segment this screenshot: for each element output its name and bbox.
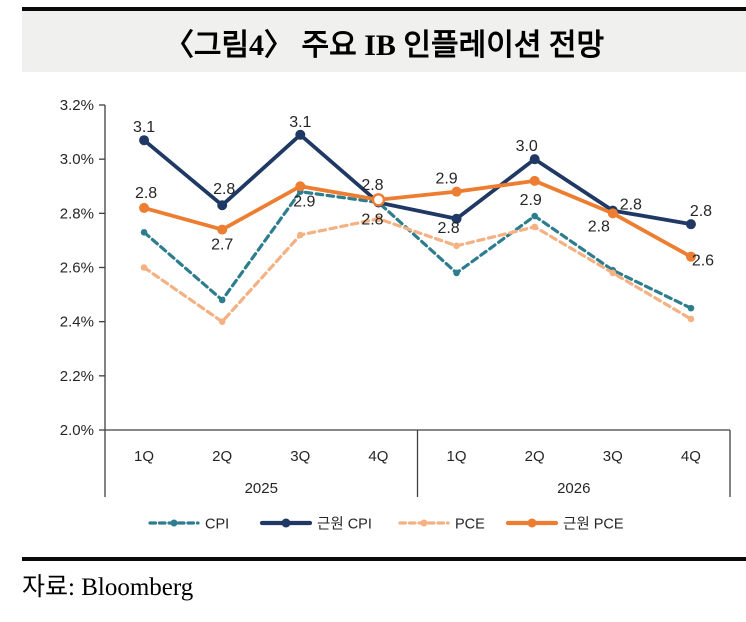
series-marker-PCE bbox=[218, 318, 226, 325]
legend-marker-근원 PCE bbox=[527, 518, 537, 528]
series-marker-근원 CPI bbox=[295, 129, 306, 140]
y-tick-label: 3.2% bbox=[60, 97, 94, 114]
data-label-근원 PCE: 2.9 bbox=[435, 171, 457, 188]
figure-title: 〈그림4〉 주요 IB 인플레이션 전망 bbox=[163, 28, 605, 62]
series-marker-근원 PCE bbox=[451, 186, 462, 197]
series-marker-근원 PCE bbox=[607, 208, 618, 219]
x-tick-label: 1Q bbox=[134, 448, 154, 465]
y-tick-label: 3.0% bbox=[60, 151, 94, 168]
inflation-forecast-chart: 3.2% 3.0% 2.8% 2.6% 2.4% 2.2% 2.0% 1Q 2Q 3Q 4Q 1Q 2Q… bbox=[60, 97, 731, 533]
series-marker-근원 PCE bbox=[295, 181, 306, 192]
series-marker-근원 CPI bbox=[451, 213, 462, 224]
data-label-근원 PCE: 2.8 bbox=[588, 218, 610, 235]
source-divider-rule bbox=[22, 557, 746, 561]
y-tick-label: 2.2% bbox=[60, 368, 94, 385]
y-tick-label: 2.4% bbox=[60, 314, 94, 331]
data-label-근원 PCE: 2.9 bbox=[520, 192, 542, 209]
series-marker-PCE bbox=[140, 264, 148, 271]
series-marker-CPI bbox=[687, 304, 695, 312]
data-label-근원 PCE: 2.8 bbox=[135, 185, 157, 202]
data-label-근원 CPI: 2.8 bbox=[437, 220, 459, 237]
series-marker-PCE bbox=[375, 215, 382, 223]
data-label-근원 CPI: 2.8 bbox=[690, 203, 712, 220]
series-marker-CPI bbox=[218, 296, 226, 304]
series-marker-PCE bbox=[531, 223, 538, 231]
series-marker-근원 PCE bbox=[685, 251, 696, 262]
year-label: 2025 bbox=[245, 480, 278, 497]
legend-label-PCE: PCE bbox=[455, 517, 485, 533]
series-marker-CPI bbox=[140, 228, 148, 236]
series-marker-PCE bbox=[687, 315, 695, 323]
series-marker-근원 PCE bbox=[529, 175, 540, 186]
year-label: 2026 bbox=[557, 480, 590, 497]
series-line-근원 CPI bbox=[142, 132, 693, 227]
x-tick-label: 4Q bbox=[681, 448, 701, 465]
source-text: 자료: Bloomberg bbox=[22, 574, 194, 601]
series-line-PCE bbox=[142, 217, 693, 324]
series-marker-PCE bbox=[453, 242, 460, 250]
data-label-근원 CPI: 2.8 bbox=[213, 181, 235, 198]
data-label-근원 PCE: 2.8 bbox=[361, 177, 383, 194]
data-label-근원 CPI: 3.1 bbox=[289, 114, 311, 131]
legend-label-CPI: CPI bbox=[205, 517, 229, 533]
series-marker-CPI bbox=[453, 269, 460, 277]
series-marker-근원 PCE bbox=[139, 202, 150, 213]
series-marker-근원 CPI bbox=[529, 154, 540, 165]
series-marker-근원 CPI bbox=[139, 135, 150, 146]
legend-marker-PCE bbox=[420, 519, 428, 527]
legend-marker-CPI bbox=[170, 519, 178, 527]
y-tick-label: 2.8% bbox=[60, 205, 94, 222]
series-marker-CPI bbox=[531, 212, 538, 220]
x-tick-label: 4Q bbox=[368, 448, 388, 465]
x-tick-label: 3Q bbox=[290, 448, 310, 465]
legend-label-근원 PCE: 근원 PCE bbox=[563, 516, 624, 533]
series-marker-근원 PCE bbox=[217, 224, 228, 235]
data-label-근원 PCE: 2.9 bbox=[293, 193, 315, 210]
data-label-근원 CPI: 3.1 bbox=[133, 119, 155, 136]
series-marker-PCE bbox=[297, 231, 304, 239]
legend-marker-근원 CPI bbox=[281, 518, 291, 528]
title-top-rule bbox=[22, 7, 746, 11]
x-tick-label: 3Q bbox=[603, 448, 623, 465]
x-tick-label: 2Q bbox=[525, 448, 545, 465]
x-tick-label: 2Q bbox=[212, 448, 232, 465]
series-marker-근원 CPI bbox=[217, 200, 228, 211]
figure-title-band: 〈그림4〉 주요 IB 인플레이션 전망 bbox=[22, 11, 746, 72]
series-line-근원 PCE bbox=[142, 178, 693, 259]
series-marker-근원 PCE bbox=[371, 193, 386, 207]
data-label-근원 CPI: 2.8 bbox=[361, 212, 383, 229]
series-marker-PCE bbox=[609, 269, 617, 277]
series-marker-근원 CPI bbox=[685, 219, 696, 230]
data-label-근원 PCE: 2.7 bbox=[211, 237, 233, 254]
legend-label-근원 CPI: 근원 CPI bbox=[317, 516, 372, 533]
x-tick-label: 1Q bbox=[447, 448, 467, 465]
data-label-근원 CPI: 3.0 bbox=[516, 138, 538, 155]
data-label-근원 PCE: 2.6 bbox=[692, 253, 714, 270]
data-label-근원 CPI: 2.8 bbox=[620, 197, 642, 214]
y-tick-label: 2.6% bbox=[60, 260, 94, 277]
series-line-CPI bbox=[142, 190, 693, 310]
y-tick-label: 2.0% bbox=[60, 422, 94, 439]
